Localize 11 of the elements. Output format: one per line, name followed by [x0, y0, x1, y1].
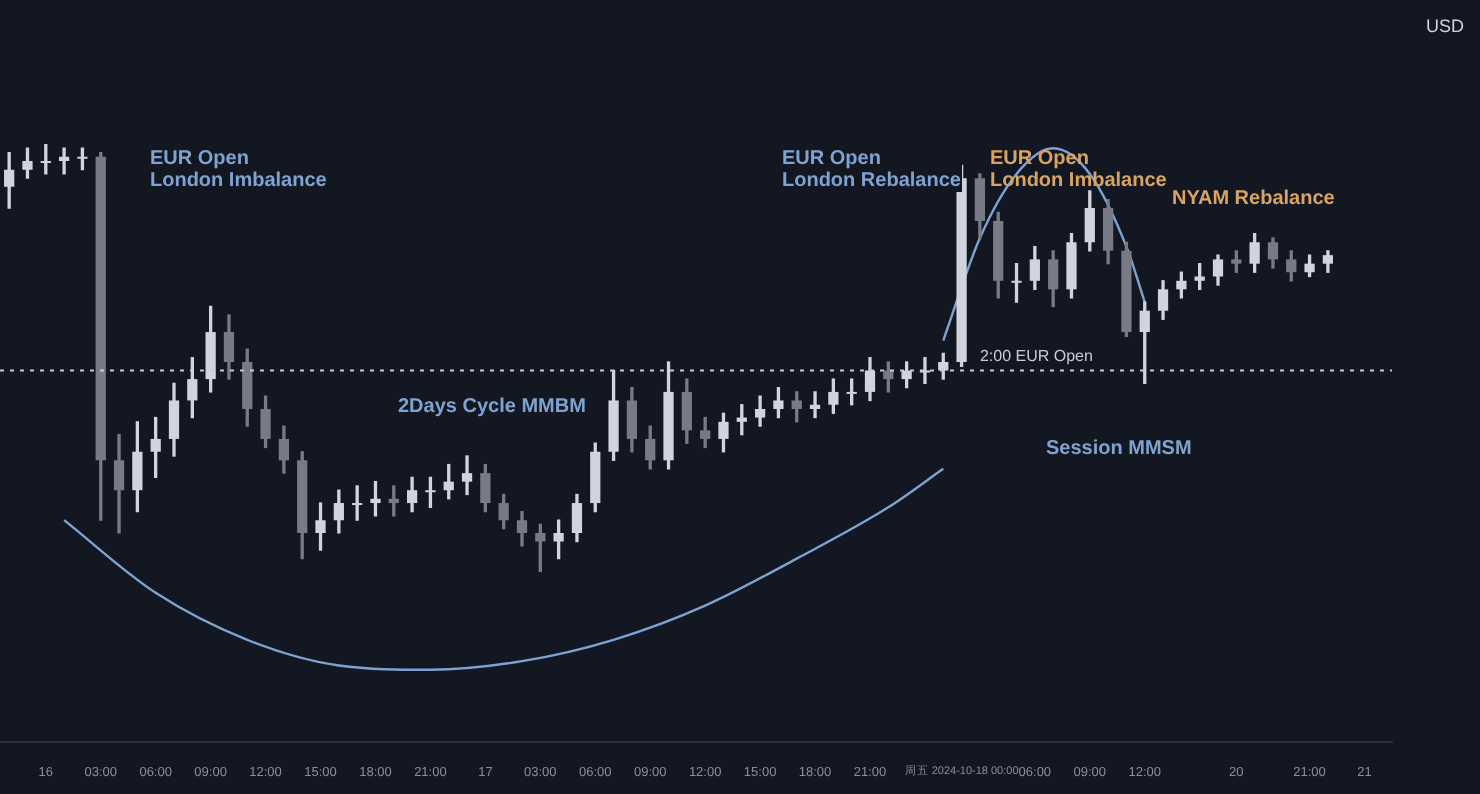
candlestick: [809, 391, 821, 419]
annotation: NYAM Rebalance: [1170, 188, 1337, 210]
annotation: EUR Open London Rebalance: [780, 148, 963, 192]
text: USD: [1424, 16, 1467, 38]
candlestick: [352, 485, 363, 521]
candlestick: [58, 147, 70, 175]
annotation: 2Days Cycle MMBM: [396, 396, 588, 418]
annotation: EUR Open London Imbalance: [148, 148, 329, 192]
ref-line-label: 2:00 EUR Open: [979, 346, 1093, 365]
candlestick: [461, 455, 473, 496]
annotation: Session MMSM: [1044, 438, 1194, 460]
